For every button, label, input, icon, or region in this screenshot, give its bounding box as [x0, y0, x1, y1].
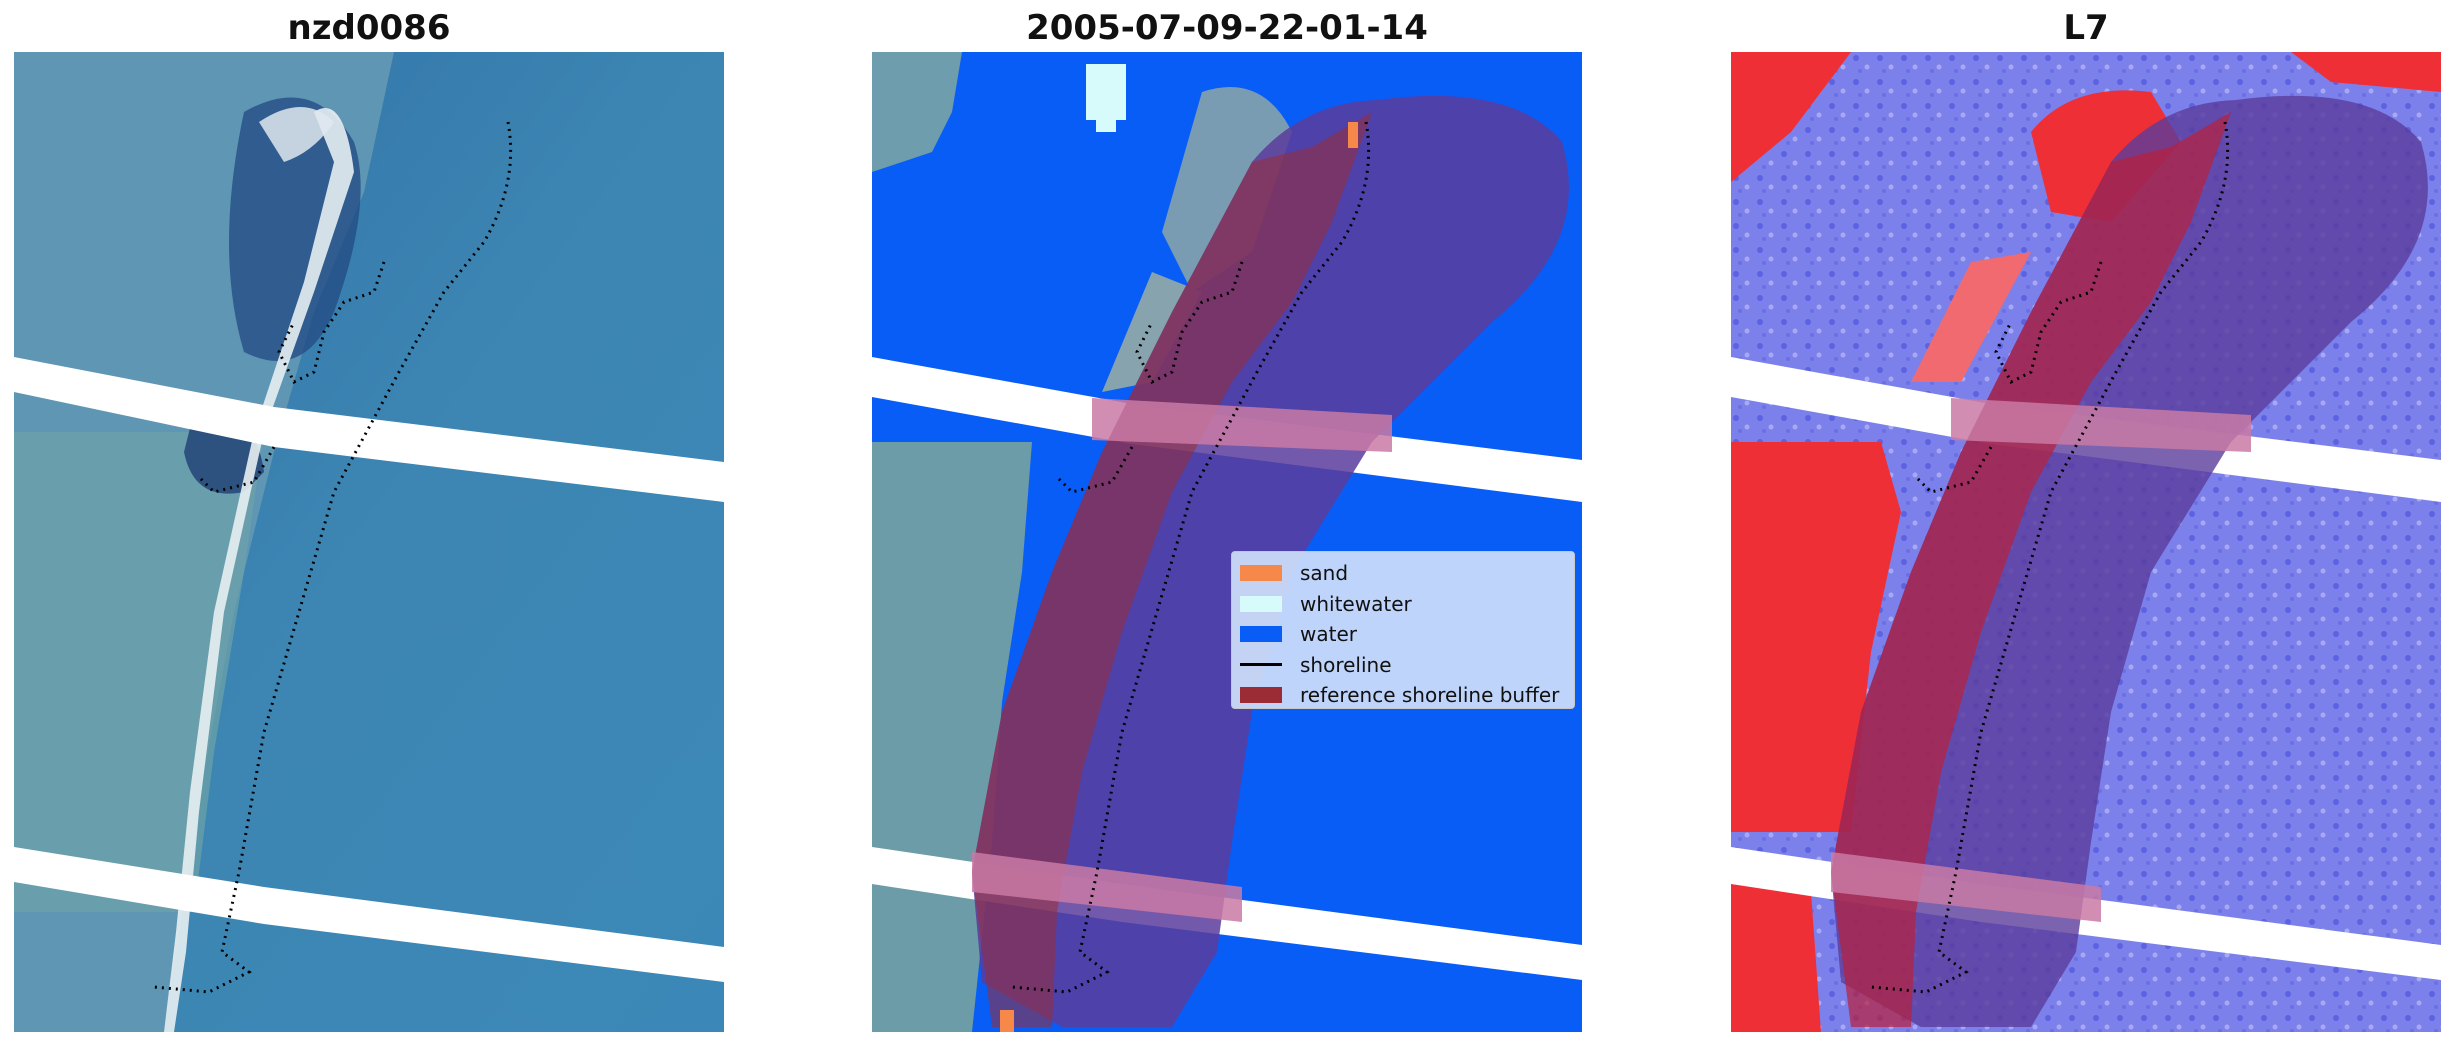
legend-swatch-sand: [1240, 565, 1282, 582]
legend-swatch-water: [1240, 626, 1282, 643]
legend-swatch-reference-buffer: [1240, 687, 1282, 704]
legend-item-reference-buffer: reference shoreline buffer: [1240, 680, 1566, 711]
legend: sand whitewater water shoreline referenc…: [1231, 551, 1575, 709]
panel-title-classified: 2005-07-09-22-01-14: [1026, 8, 1428, 48]
legend-item-shoreline: shoreline: [1240, 650, 1566, 681]
legend-label-whitewater: whitewater: [1300, 591, 1412, 616]
legend-item-sand: sand: [1240, 558, 1566, 589]
panel-title-index: L7: [2063, 8, 2109, 48]
rgb-image-panel: [14, 52, 724, 1032]
legend-swatch-shoreline: [1240, 663, 1282, 667]
legend-item-whitewater: whitewater: [1240, 589, 1566, 620]
classification-panel: [872, 52, 1582, 1032]
legend-item-water: water: [1240, 619, 1566, 650]
panel-title-rgb: nzd0086: [287, 8, 451, 48]
classification-map: [872, 52, 1582, 1032]
legend-label-shoreline: shoreline: [1300, 652, 1392, 677]
legend-label-sand: sand: [1300, 561, 1349, 586]
legend-label-water: water: [1300, 622, 1357, 647]
legend-label-reference-buffer: reference shoreline buffer: [1300, 683, 1560, 708]
index-panel: [1731, 52, 2441, 1032]
index-map: [1731, 52, 2441, 1032]
legend-swatch-whitewater: [1240, 595, 1282, 612]
rgb-satellite-image: [14, 52, 724, 1032]
